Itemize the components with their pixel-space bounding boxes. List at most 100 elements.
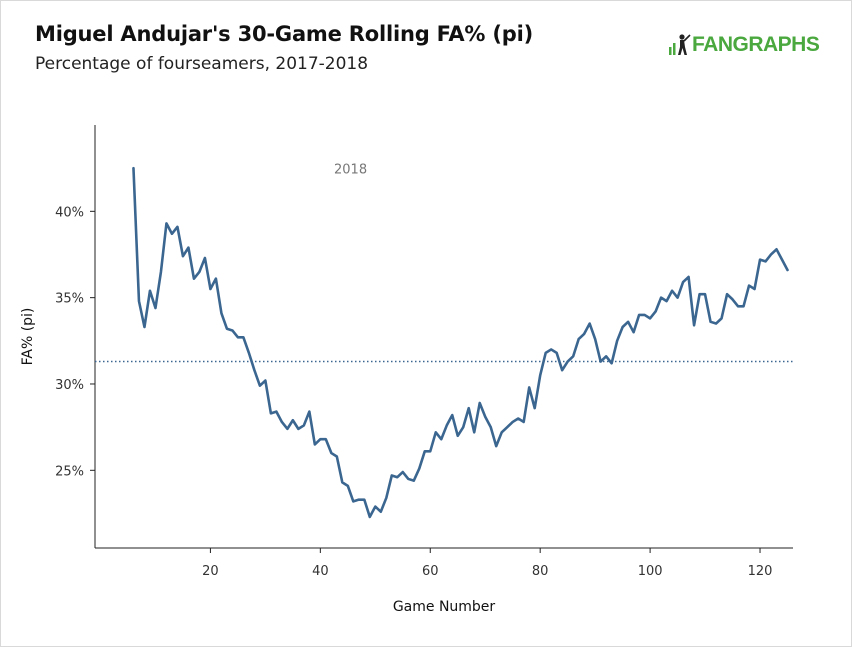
data-point	[539, 374, 541, 376]
series-line	[132, 166, 789, 519]
data-point	[742, 305, 745, 307]
data-point	[352, 500, 354, 502]
data-point	[380, 511, 382, 513]
data-point	[231, 329, 233, 332]
data-point	[572, 355, 574, 357]
data-point	[715, 322, 717, 325]
data-point	[550, 348, 552, 351]
data-point	[633, 331, 635, 333]
data-point	[753, 288, 756, 290]
data-point	[451, 414, 453, 416]
data-point	[132, 167, 135, 169]
data-point	[215, 278, 217, 280]
data-point	[473, 431, 475, 433]
data-point	[589, 322, 591, 325]
data-point	[402, 471, 404, 473]
data-point	[616, 340, 618, 342]
data-point	[143, 326, 146, 328]
data-point	[138, 300, 140, 302]
chart-subtitle: Percentage of fourseamers, 2017-2018	[35, 54, 369, 74]
data-point	[545, 352, 547, 354]
x-tick-label: 60	[422, 564, 439, 579]
data-point	[204, 257, 206, 259]
data-point	[622, 326, 624, 328]
data-point	[237, 336, 239, 338]
data-point	[638, 314, 640, 316]
data-point	[781, 259, 783, 261]
data-point	[341, 481, 343, 483]
data-point	[154, 307, 157, 309]
y-tick-label: 30%	[55, 378, 84, 393]
data-point	[424, 450, 426, 452]
data-point	[644, 314, 646, 316]
data-point	[275, 411, 277, 413]
data-point	[457, 435, 459, 437]
chart-title: Miguel Andujar's 30-Game Rolling FA% (pi…	[35, 22, 534, 46]
data-point	[209, 288, 212, 290]
data-point	[369, 516, 371, 518]
data-point	[286, 428, 288, 430]
data-point	[440, 438, 442, 440]
data-point	[187, 246, 190, 249]
data-point	[517, 417, 519, 420]
data-point	[413, 480, 415, 482]
data-point	[649, 317, 651, 319]
data-point	[198, 271, 201, 273]
data-point	[726, 293, 728, 295]
data-point	[528, 386, 530, 389]
data-point	[385, 497, 387, 499]
data-point	[358, 499, 360, 501]
data-point	[484, 416, 486, 418]
data-point	[363, 499, 365, 501]
data-point	[578, 338, 580, 340]
data-point	[418, 467, 420, 470]
data-point	[242, 336, 244, 338]
year-annotation: 2018	[334, 162, 367, 177]
data-point	[253, 369, 255, 371]
data-point	[319, 438, 321, 440]
data-point	[446, 424, 448, 427]
data-point	[561, 369, 563, 371]
data-point	[429, 450, 431, 452]
data-point	[731, 298, 734, 300]
data-point	[281, 421, 283, 423]
x-tick-label: 120	[748, 564, 773, 579]
fangraphs-logo: FANGRAPHS	[668, 33, 820, 57]
data-point	[506, 426, 508, 428]
data-point	[786, 269, 789, 271]
data-point	[693, 324, 695, 326]
data-point	[176, 226, 179, 228]
data-point	[171, 233, 173, 235]
y-tick-label: 25%	[55, 464, 84, 479]
x-tick-label: 20	[202, 564, 219, 579]
data-point	[534, 407, 536, 409]
x-tick-label: 80	[532, 564, 549, 579]
data-point	[501, 431, 503, 433]
data-point	[396, 476, 398, 478]
data-point	[374, 505, 376, 508]
data-point	[676, 297, 679, 299]
data-point	[193, 278, 195, 280]
y-axis-title: FA% (pi)	[20, 308, 36, 366]
data-point	[226, 328, 228, 330]
data-point	[682, 281, 684, 283]
data-point	[594, 338, 596, 340]
data-point	[149, 290, 151, 292]
data-point	[583, 333, 585, 335]
data-point	[704, 293, 706, 295]
data-point	[303, 424, 305, 427]
data-point	[611, 362, 613, 364]
data-point	[264, 379, 266, 382]
data-point	[600, 360, 602, 363]
data-point	[314, 443, 316, 446]
data-point	[490, 426, 492, 428]
y-tick-label: 40%	[55, 205, 84, 220]
data-point	[347, 485, 349, 487]
axis-ticks: 20 40 60 80 100 120 25% 30% 35% 40%	[55, 205, 772, 579]
data-point	[160, 271, 162, 273]
data-point	[330, 452, 332, 454]
data-point	[336, 455, 338, 458]
data-point	[495, 445, 497, 447]
data-point	[259, 385, 261, 387]
